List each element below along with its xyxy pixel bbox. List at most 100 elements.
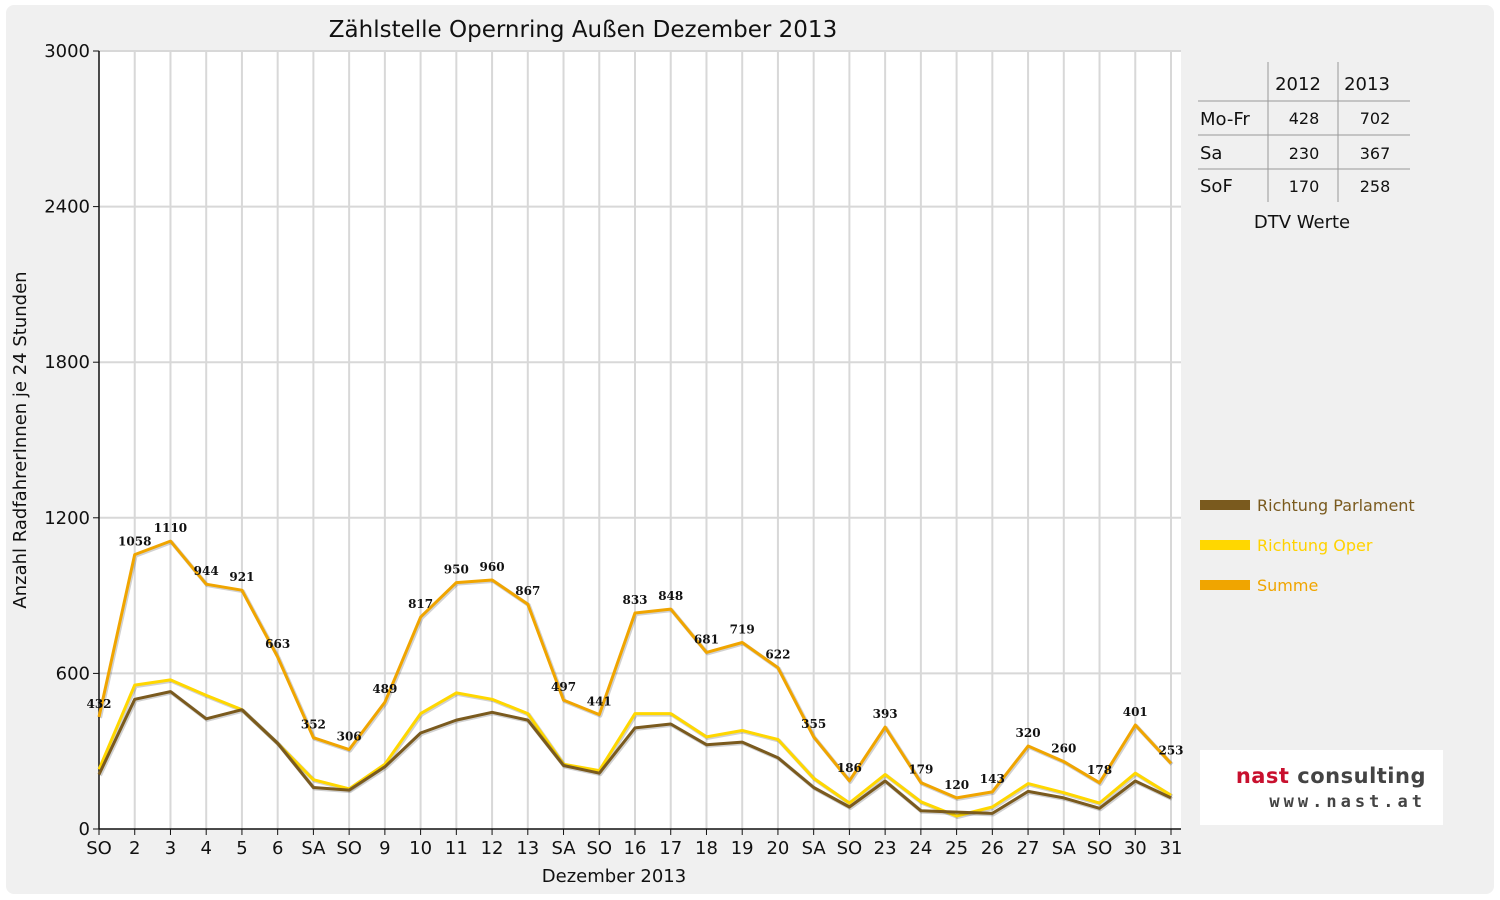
dtv-row-label: Sa <box>1200 143 1222 164</box>
plot-area <box>99 51 1181 829</box>
data-label: 1058 <box>118 535 151 549</box>
series-line-0 <box>97 690 1172 815</box>
data-label: 178 <box>1087 763 1112 777</box>
dtv-cell: 367 <box>1360 144 1391 163</box>
x-tick-label: 24 <box>909 838 932 859</box>
y-tick-label: 3000 <box>44 41 90 62</box>
dtv-row-label: Mo-Fr <box>1200 109 1250 130</box>
x-tick-label: SO <box>586 838 612 859</box>
data-label: 306 <box>337 730 362 744</box>
data-label: 944 <box>194 564 219 578</box>
x-tick-label: 30 <box>1124 838 1147 859</box>
series-line-2 <box>97 539 1173 800</box>
dtv-year-2013: 2013 <box>1344 74 1390 95</box>
x-axis-title: Dezember 2013 <box>542 866 686 887</box>
x-tick-label: 25 <box>945 838 968 859</box>
x-tick-label: 19 <box>731 838 754 859</box>
x-tick-label: SO <box>86 838 112 859</box>
logo-brand: nast consulting <box>1235 764 1426 788</box>
x-tick-label: 4 <box>200 838 211 859</box>
x-tick-label: 31 <box>1160 838 1183 859</box>
x-tick-label: 18 <box>695 838 718 859</box>
legend-item-oper: Richtung Oper <box>1200 536 1373 555</box>
dtv-row-label: SoF <box>1200 176 1233 197</box>
chart-title: Zählstelle Opernring Außen Dezember 2013 <box>329 17 837 43</box>
data-label: 489 <box>372 682 397 696</box>
data-label: 186 <box>837 761 862 775</box>
dtv-cell: 170 <box>1289 177 1320 196</box>
x-tick-label: 9 <box>379 838 390 859</box>
x-tick-labels: SO 2 3 4 5 6 SA SO 9 10 11 12 13 SA SO 16 17 18 19 20 SA SO 23… <box>86 838 1182 859</box>
legend: Richtung Parlament Richtung Oper Summe <box>1200 496 1415 595</box>
x-tick-label: SA <box>551 838 576 859</box>
x-tick-label: SA <box>301 838 326 859</box>
y-tick-label: 1200 <box>44 508 90 529</box>
data-label: 120 <box>944 778 969 792</box>
data-label: 833 <box>622 593 647 607</box>
data-label: 663 <box>265 637 290 651</box>
axes <box>93 50 1181 835</box>
dtv-cell: 230 <box>1289 144 1320 163</box>
x-tick-label: SA <box>1052 838 1077 859</box>
x-tick-label: SA <box>802 838 827 859</box>
dtv-cell: 428 <box>1289 109 1320 128</box>
dtv-table: 2012 2013 Mo-Fr 428 702 Sa 230 367 SoF 1… <box>1198 62 1410 233</box>
x-tick-label: 16 <box>624 838 647 859</box>
data-label: 960 <box>480 560 505 574</box>
data-label: 867 <box>515 584 540 598</box>
x-tick-label: 5 <box>236 838 247 859</box>
data-label: 681 <box>694 632 719 646</box>
y-tick-label: 1800 <box>44 352 90 373</box>
legend-swatch <box>1200 500 1250 510</box>
data-label: 260 <box>1051 742 1076 756</box>
y-tick-label: 600 <box>56 663 90 684</box>
logo-url: www.nast.at <box>1269 792 1426 812</box>
data-label: 622 <box>765 648 790 662</box>
x-tick-label: 27 <box>1017 838 1040 859</box>
x-tick-label: 10 <box>409 838 432 859</box>
series-group <box>97 539 1174 819</box>
data-label: 393 <box>873 707 898 721</box>
x-tick-label: 6 <box>272 838 283 859</box>
data-label: 352 <box>301 718 326 732</box>
legend-label: Richtung Parlament <box>1257 496 1415 515</box>
y-tick-label: 0 <box>79 819 90 840</box>
data-label: 921 <box>229 570 254 584</box>
x-tick-label: SO <box>837 838 863 859</box>
legend-label: Richtung Oper <box>1257 536 1373 555</box>
x-tick-label: 3 <box>165 838 176 859</box>
x-tick-label: 20 <box>766 838 789 859</box>
x-tick-label: SO <box>1087 838 1113 859</box>
x-tick-label: SO <box>336 838 362 859</box>
x-tick-label: 17 <box>659 838 682 859</box>
data-label: 719 <box>730 623 755 637</box>
x-tick-label: 26 <box>981 838 1004 859</box>
data-label: 401 <box>1123 705 1148 719</box>
legend-swatch <box>1200 540 1250 550</box>
y-tick-label: 2400 <box>44 197 90 218</box>
dtv-cell: 702 <box>1360 109 1391 128</box>
data-label: 179 <box>908 763 933 777</box>
dtv-cell: 258 <box>1360 177 1391 196</box>
data-label: 355 <box>801 717 826 731</box>
y-axis-title: Anzahl RadfahrerInnen je 24 Stunden <box>10 271 31 608</box>
legend-item-summe: Summe <box>1200 576 1318 595</box>
nast-consulting-logo: nast consulting www.nast.at <box>1200 750 1443 825</box>
legend-label: Summe <box>1257 576 1318 595</box>
data-label: 432 <box>86 697 111 711</box>
x-tick-label: 13 <box>516 838 539 859</box>
x-tick-label: 23 <box>874 838 897 859</box>
data-label: 143 <box>980 772 1005 786</box>
grid <box>99 50 1181 829</box>
x-tick-label: 12 <box>481 838 504 859</box>
legend-item-parlament: Richtung Parlament <box>1200 496 1415 515</box>
dtv-caption: DTV Werte <box>1254 212 1350 233</box>
x-tick-label: 2 <box>129 838 140 859</box>
data-label: 848 <box>658 589 683 603</box>
data-label: 441 <box>587 695 612 709</box>
dtv-year-2012: 2012 <box>1275 74 1321 95</box>
data-label: 253 <box>1158 743 1183 757</box>
data-label: 320 <box>1016 726 1041 740</box>
x-tick-label: 11 <box>445 838 468 859</box>
